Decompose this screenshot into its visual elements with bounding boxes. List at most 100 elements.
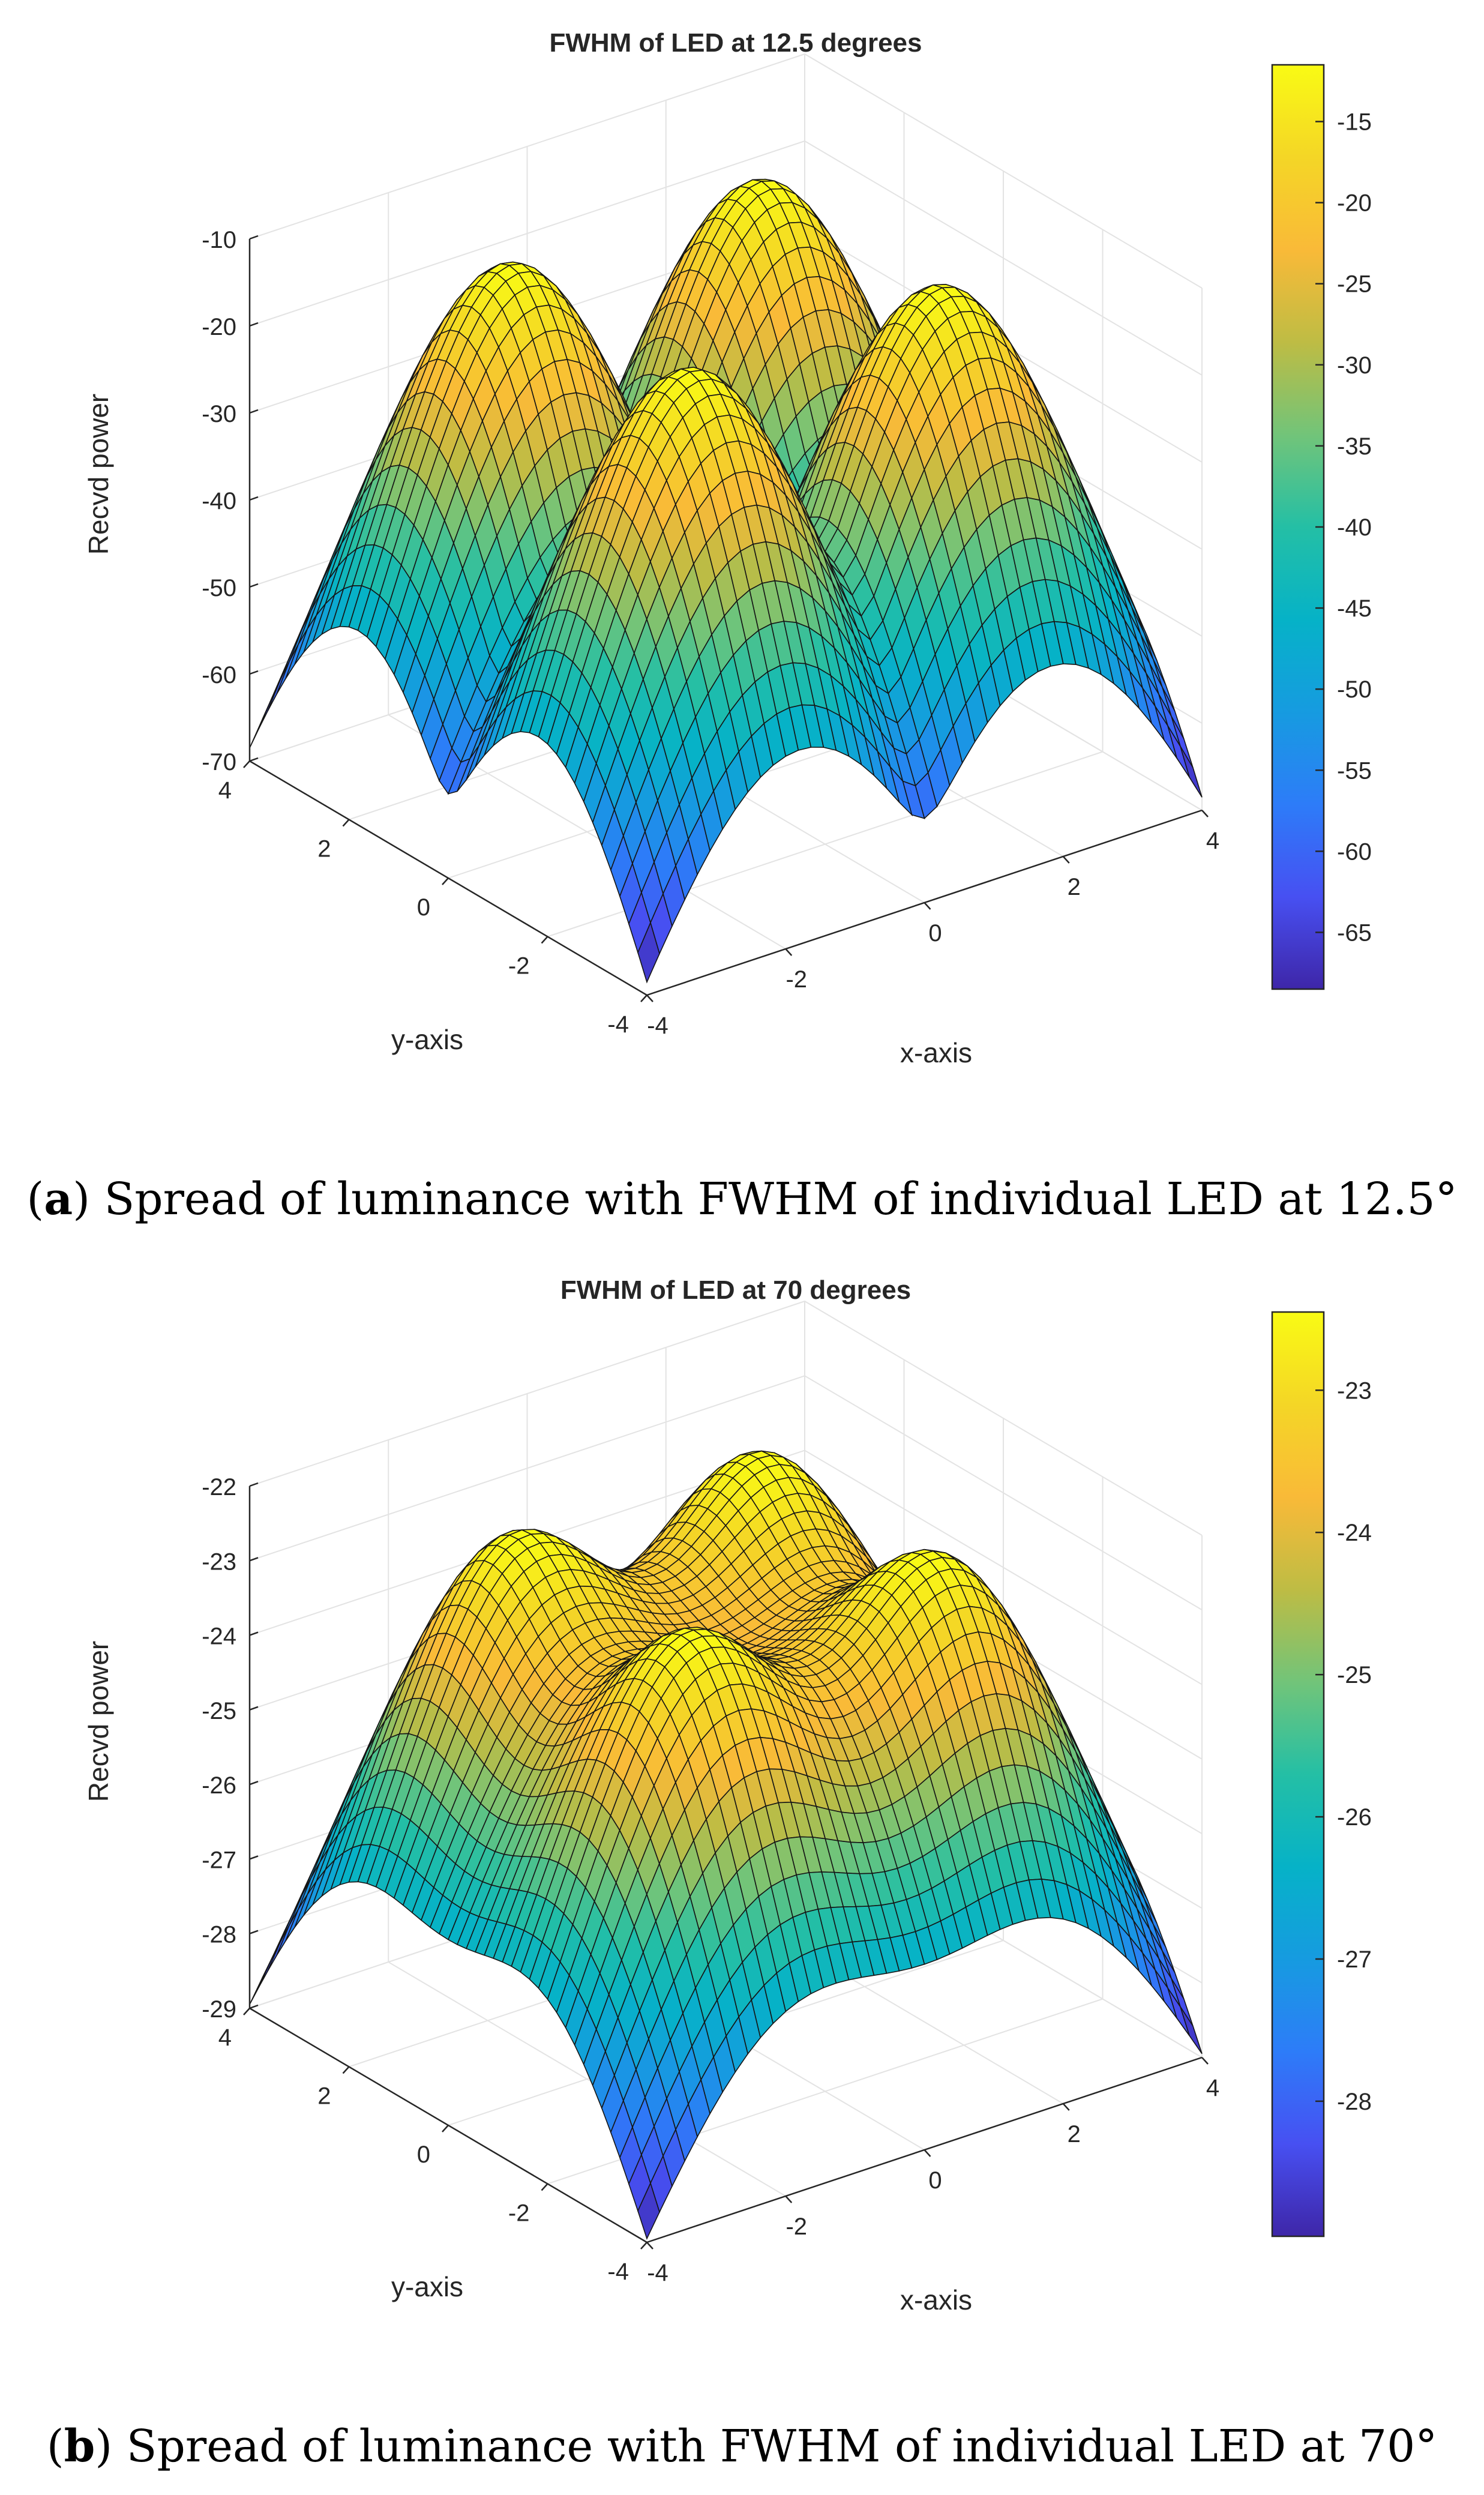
- y-tick-label: -4: [607, 1011, 629, 1038]
- x-tick: [1201, 2057, 1209, 2065]
- z-tick-label: -10: [202, 227, 236, 253]
- z-tick-label: -24: [202, 1624, 236, 1650]
- y-tick: [640, 2242, 647, 2250]
- z-tick: [249, 235, 259, 240]
- grid-line: [249, 53, 1203, 289]
- panel-a: FWHM of LED at 12.5 degrees Recvd power …: [0, 0, 1484, 1247]
- figure-caption-b: (b) Spread of luminance with FWHM of ind…: [46, 2421, 1438, 2472]
- colorbar-tick-label: -30: [1337, 352, 1372, 379]
- colorbar-tick-label: -23: [1337, 1377, 1372, 1404]
- surface-plot-b: FWHM of LED at 70 degrees Recvd power y-…: [83, 1275, 1372, 2316]
- y-tick: [342, 819, 350, 827]
- colorbar-gradient: [1271, 1311, 1325, 2238]
- surface-patch: [285, 628, 308, 679]
- colorbar-tick-label: -26: [1337, 1804, 1372, 1831]
- caption-text: Spread of luminance with FWHM of individ…: [126, 2421, 1438, 2472]
- y-tick: [541, 2183, 548, 2191]
- chart-title: FWHM of LED at 70 degrees: [560, 1275, 911, 1305]
- x-tick-label: 0: [928, 920, 942, 947]
- colorbar-tick-label: -15: [1337, 109, 1372, 136]
- surface-patch: [637, 2182, 660, 2240]
- x-tick: [646, 995, 653, 1002]
- z-tick: [249, 1855, 259, 1860]
- x-tick-label: 2: [1068, 2121, 1081, 2147]
- z-tick-label: -27: [202, 1847, 236, 1873]
- colorbar-tick-label: -25: [1337, 1662, 1372, 1688]
- surface-patch: [1180, 745, 1203, 798]
- figure-caption-a: (a) Spread of luminance with FWHM of ind…: [26, 1173, 1458, 1225]
- x-tick-label: -2: [786, 966, 807, 993]
- surface-patch: [637, 921, 660, 984]
- z-tick: [249, 670, 259, 675]
- x-tick: [1062, 2103, 1070, 2111]
- surface: [249, 178, 1203, 984]
- z-tick: [249, 2004, 259, 2009]
- z-tick-label: -26: [202, 1772, 236, 1799]
- grid-line: [249, 140, 1203, 376]
- colorbar-tick-label: -25: [1337, 271, 1372, 298]
- z-tick-label: -25: [202, 1698, 236, 1724]
- z-tick-label: -23: [202, 1548, 236, 1575]
- z-tick: [249, 1930, 259, 1934]
- colorbar-tick-label: -24: [1337, 1520, 1372, 1546]
- z-tick-label: -20: [202, 314, 236, 340]
- z-tick-label: -70: [202, 749, 236, 775]
- colorbar-tick-label: -55: [1337, 757, 1372, 784]
- x-tick-label: 4: [1206, 828, 1219, 854]
- y-tick-label: 4: [218, 2024, 232, 2051]
- colorbar-tick-label: -60: [1337, 838, 1372, 865]
- caption-label: a: [44, 1173, 73, 1225]
- y-tick: [243, 760, 250, 768]
- y-axis-label: y-axis: [391, 1024, 463, 1055]
- x-tick-label: 0: [928, 2167, 942, 2194]
- y-axis-label: y-axis: [391, 2271, 463, 2302]
- surface-patch: [285, 1894, 308, 1941]
- colorbar-tick-label: -27: [1337, 1946, 1372, 1973]
- z-tick: [249, 322, 259, 327]
- x-tick-label: -4: [647, 1013, 668, 1039]
- colorbar: -28 -27 -26 -25 -24 -23: [1271, 1311, 1372, 2238]
- x-tick: [646, 2242, 653, 2250]
- x-tick: [1201, 810, 1209, 817]
- z-tick: [249, 409, 259, 414]
- y-tick-label: 2: [317, 836, 331, 862]
- y-tick: [442, 877, 449, 885]
- y-tick-label: 2: [317, 2083, 331, 2110]
- colorbar-tick-label: -35: [1337, 433, 1372, 460]
- grid-line: [249, 1300, 1203, 1536]
- colorbar-tick-label: -45: [1337, 595, 1372, 622]
- x-tick: [924, 902, 931, 910]
- colorbar-tick-label: -65: [1337, 919, 1372, 946]
- z-tick: [249, 1557, 259, 1562]
- x-axis-label: x-axis: [900, 2284, 972, 2316]
- z-tick-label: -50: [202, 575, 236, 601]
- colorbar-tick-label: -28: [1337, 2089, 1372, 2115]
- z-tick-label: -29: [202, 1996, 236, 2023]
- grid-line: [249, 1375, 1203, 1611]
- z-tick-label: -22: [202, 1474, 236, 1500]
- y-tick-label: 0: [417, 2141, 430, 2168]
- axes: -29 -28 -27 -26 -25 -24 -23 -22 -4 -2 0 2 4 -4 -2 0 2 4: [202, 1474, 1219, 2286]
- y-tick: [442, 2125, 449, 2132]
- colorbar: -65 -60 -55 -50 -45 -40 -35 -30 -25 -20 -15: [1271, 64, 1372, 990]
- z-tick: [249, 496, 259, 501]
- z-tick: [249, 583, 259, 588]
- x-tick-label: -2: [786, 2214, 807, 2240]
- z-tick: [249, 757, 259, 762]
- z-axis-label: Recvd power: [83, 394, 114, 555]
- x-axis-label: x-axis: [900, 1037, 972, 1068]
- x-tick-label: -4: [647, 2260, 668, 2286]
- y-tick-label: 0: [417, 894, 430, 921]
- x-tick: [785, 948, 793, 956]
- grid-line: [249, 1449, 1203, 1685]
- z-tick-label: -60: [202, 662, 236, 688]
- y-tick-label: -2: [508, 953, 530, 980]
- colorbar-tick-label: -40: [1337, 514, 1372, 541]
- z-axis-label: Recvd power: [83, 1641, 114, 1802]
- y-tick: [541, 936, 548, 944]
- chart-title: FWHM of LED at 12.5 degrees: [549, 28, 922, 58]
- surface: [249, 1450, 1203, 2240]
- panel-b: FWHM of LED at 70 degrees Recvd power y-…: [0, 1247, 1484, 2495]
- x-tick-label: 4: [1206, 2075, 1219, 2101]
